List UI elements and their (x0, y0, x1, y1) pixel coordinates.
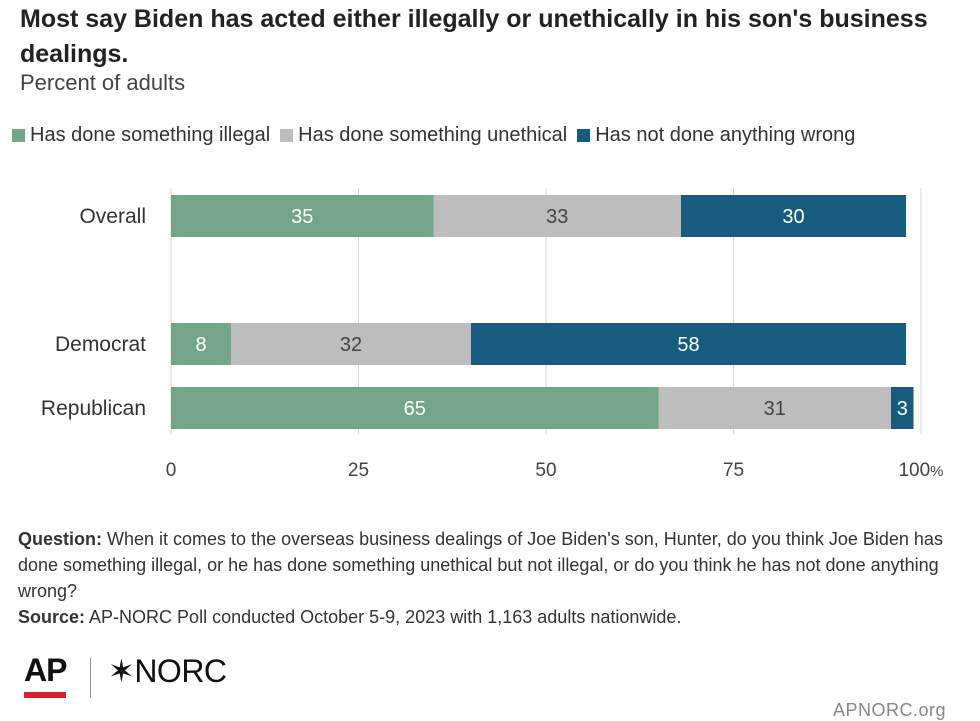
legend-item-illegal: Has done something illegal (12, 124, 270, 147)
category-label-democrat: Democrat (55, 333, 146, 356)
category-label-overall: Overall (79, 205, 146, 228)
data-label-democrat-illegal: 8 (195, 334, 206, 356)
source-note: Source: AP-NORC Poll conducted October 5… (18, 604, 968, 630)
logo-divider (90, 658, 91, 698)
legend-item-unethical: Has done something unethical (280, 124, 567, 147)
bar-republican-illegal (171, 387, 659, 429)
bar-republican-not-wrong (891, 387, 914, 429)
legend-label-illegal: Has done something illegal (30, 124, 271, 146)
x-tick-label-0: 0 (166, 460, 177, 481)
norc-star-icon: ✶ (108, 653, 135, 689)
chart-legend: Has done something illegal Has done some… (12, 124, 978, 147)
bar-democrat-not-wrong (471, 323, 906, 365)
ap-logo-underline (24, 692, 66, 698)
chart-notes: Question: When it comes to the overseas … (18, 526, 968, 630)
data-label-democrat-not-wrong: 58 (677, 334, 699, 356)
bar-overall-illegal (171, 195, 434, 237)
x-tick-label-50: 50 (535, 460, 556, 481)
data-label-republican-not-wrong: 3 (897, 398, 908, 420)
question-label: Question: (18, 529, 102, 549)
data-label-democrat-unethical: 32 (340, 334, 362, 356)
x-unit-suffix: % (930, 463, 943, 480)
source-text: AP-NORC Poll conducted October 5-9, 2023… (89, 607, 682, 627)
bar-republican-unethical (658, 387, 891, 429)
question-note: Question: When it comes to the overseas … (18, 526, 968, 604)
source-label: Source: (18, 607, 86, 627)
legend-label-unethical: Has done something unethical (298, 124, 568, 146)
data-label-republican-illegal: 65 (404, 398, 426, 420)
data-label-republican-unethical: 31 (764, 398, 786, 420)
footer-url: APNORC.org (832, 700, 946, 720)
ap-logo: AP (24, 652, 67, 688)
bar-democrat-unethical (231, 323, 471, 365)
norc-logo-text: NORC (134, 653, 227, 689)
norc-logo: ✶NORC (108, 652, 227, 690)
question-text: When it comes to the overseas business d… (18, 529, 943, 601)
chart-subtitle: Percent of adults (20, 70, 186, 95)
legend-swatch-not-wrong (577, 129, 591, 142)
bar-democrat-illegal (171, 323, 231, 365)
legend-swatch-illegal (12, 129, 25, 142)
bar-overall-not-wrong (681, 195, 906, 237)
data-label-overall-unethical: 33 (546, 206, 568, 228)
chart-title: Most say Biden has acted either illegall… (20, 5, 928, 68)
category-label-republican: Republican (41, 397, 146, 420)
data-label-overall-illegal: 35 (291, 206, 313, 228)
data-label-overall-not-wrong: 30 (782, 206, 804, 228)
bar-overall-unethical (433, 195, 681, 237)
x-tick-label-25: 25 (348, 460, 369, 481)
x-tick-label-100: 100% (898, 460, 943, 481)
legend-item-not-wrong: Has not done anything wrong (577, 124, 855, 147)
legend-swatch-unethical (280, 129, 294, 142)
stacked-bar-chart: 0 25 50 75 100% Overall 35 33 30 Democrat 8 32 58 Rep… (41, 188, 944, 481)
legend-label-not-wrong: Has not done anything wrong (595, 124, 856, 146)
x-tick-label-75: 75 (723, 460, 744, 481)
